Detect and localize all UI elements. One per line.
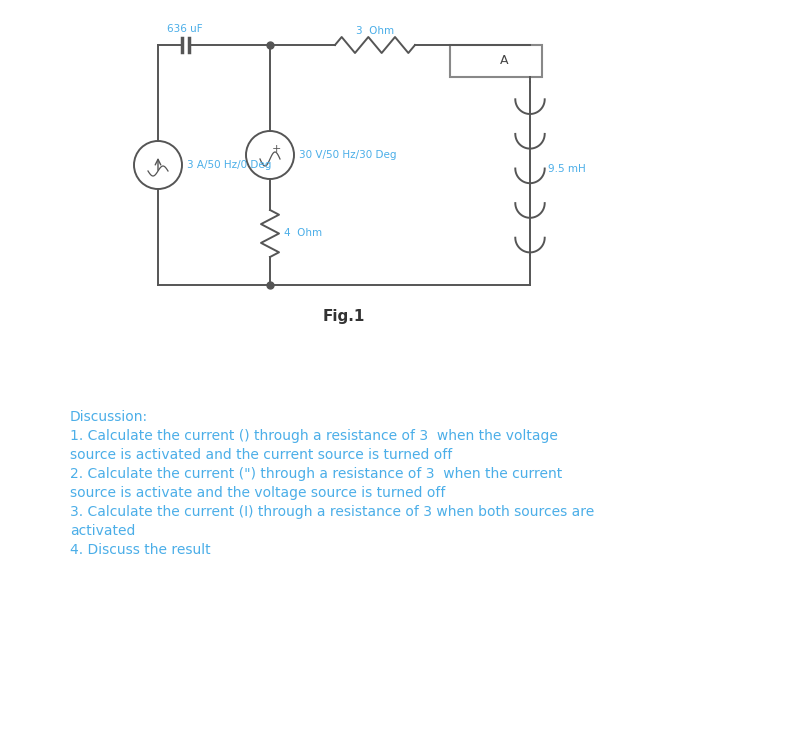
Text: 4. Discuss the result: 4. Discuss the result xyxy=(70,543,210,557)
Text: source is activate and the voltage source is turned off: source is activate and the voltage sourc… xyxy=(70,486,446,500)
FancyBboxPatch shape xyxy=(450,45,542,77)
Text: 3. Calculate the current (I) through a resistance of 3 when both sources are: 3. Calculate the current (I) through a r… xyxy=(70,505,594,519)
Text: 3 A/50 Hz/0 Deg: 3 A/50 Hz/0 Deg xyxy=(187,160,271,170)
Text: 636 uF: 636 uF xyxy=(167,24,203,34)
Text: 9.5 mH: 9.5 mH xyxy=(548,163,586,174)
Text: 1. Calculate the current () through a resistance of 3  when the voltage: 1. Calculate the current () through a re… xyxy=(70,429,558,443)
Text: Fig.1: Fig.1 xyxy=(323,309,365,324)
Text: A: A xyxy=(500,55,508,67)
Text: source is activated and the current source is turned off: source is activated and the current sour… xyxy=(70,448,452,462)
Text: +: + xyxy=(271,144,281,154)
Text: 4  Ohm: 4 Ohm xyxy=(284,228,322,238)
Text: 3  Ohm: 3 Ohm xyxy=(356,26,394,36)
Text: Discussion:: Discussion: xyxy=(70,410,148,424)
Text: activated: activated xyxy=(70,524,135,538)
Text: 2. Calculate the current (") through a resistance of 3  when the current: 2. Calculate the current (") through a r… xyxy=(70,467,562,481)
Text: 30 V/50 Hz/30 Deg: 30 V/50 Hz/30 Deg xyxy=(299,150,397,160)
